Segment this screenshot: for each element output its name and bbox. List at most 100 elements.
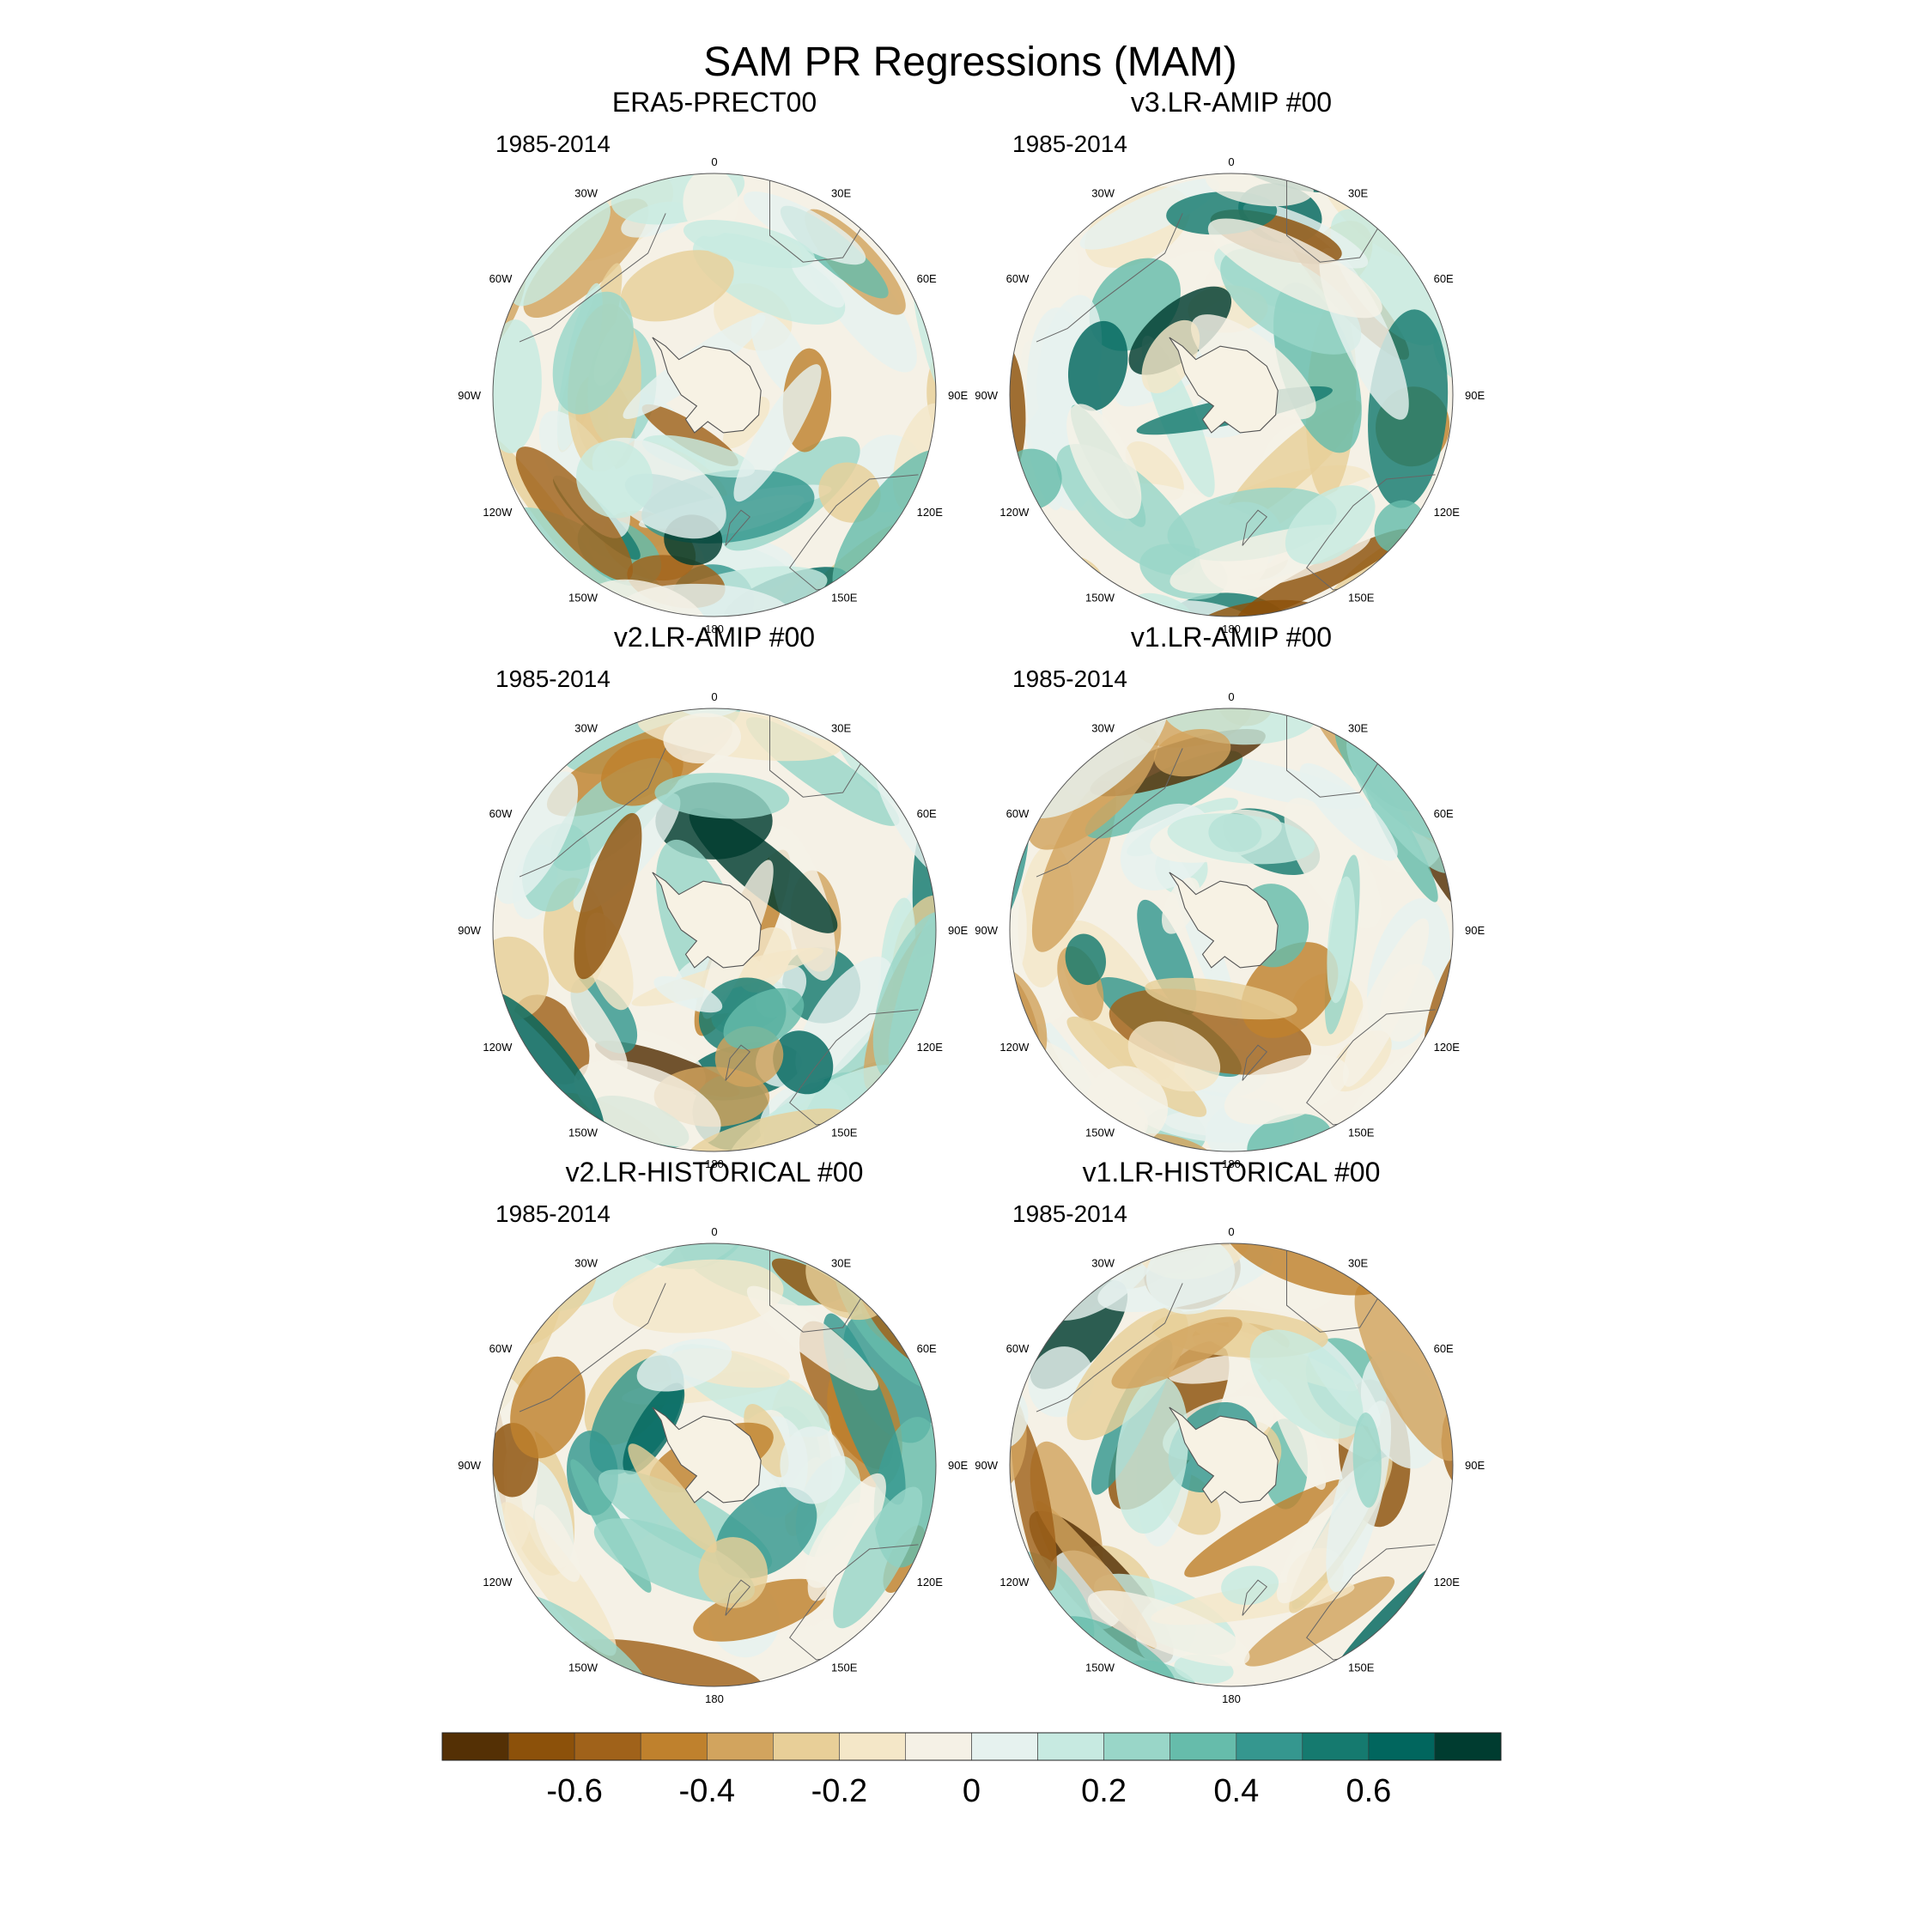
- colorbar-tick-label: 0.4: [1213, 1773, 1259, 1809]
- panel-6: v1.LR-HISTORICAL #00 1985-2014 0 30E 60E 90E 1…: [975, 1157, 1485, 1705]
- longitude-label: 60W: [1006, 807, 1030, 820]
- map-border: [1009, 1242, 1454, 1687]
- longitude-label: 30W: [1091, 721, 1115, 734]
- map-border: [492, 173, 937, 617]
- colorbar-swatch: [1434, 1732, 1502, 1761]
- panel-title: v1.LR-AMIP #00: [1131, 622, 1332, 653]
- colorbar-swatch: [441, 1732, 509, 1761]
- map-border: [492, 1242, 937, 1687]
- longitude-label: 180: [705, 623, 724, 635]
- panel-period-label: 1985-2014: [1012, 131, 1127, 157]
- longitude-label: 90W: [458, 924, 481, 937]
- coastlines: [1036, 178, 1436, 591]
- longitude-label: 90W: [458, 389, 481, 402]
- colorbar-swatch: [1037, 1732, 1104, 1761]
- panel-title: ERA5-PRECT00: [612, 87, 817, 118]
- regression-field: [493, 708, 936, 1151]
- regression-field: [1010, 1243, 1453, 1686]
- longitude-label: 30W: [574, 1256, 598, 1269]
- panel-period-label: 1985-2014: [495, 665, 611, 692]
- longitude-label: 90W: [975, 389, 998, 402]
- longitude-label: 60W: [1006, 1342, 1030, 1355]
- figure-title: SAM PR Regressions (MAM): [703, 39, 1236, 85]
- longitude-label: 0: [1228, 1225, 1234, 1238]
- longitude-label: 120E: [917, 506, 944, 519]
- longitude-label: 90E: [1465, 924, 1485, 937]
- panel-period-label: 1985-2014: [495, 1200, 611, 1227]
- colorbar-tick-label: -0.4: [679, 1773, 735, 1809]
- longitude-label: 30E: [831, 186, 851, 199]
- longitude-label: 180: [1222, 1157, 1241, 1170]
- panel-title: v2.LR-AMIP #00: [614, 622, 815, 653]
- longitude-label: 150E: [831, 592, 858, 605]
- longitude-label: 120W: [483, 506, 513, 519]
- colorbar: -0.6 -0.4 -0.2 0 0.2 0.4 0.6: [441, 1732, 1502, 1809]
- longitude-label: 60W: [489, 1342, 513, 1355]
- longitude-label: 120E: [917, 1576, 944, 1589]
- longitude-label: 150W: [1085, 592, 1115, 605]
- longitude-label: 120W: [483, 1041, 513, 1054]
- colorbar-frame: [441, 1732, 1502, 1761]
- coastlines: [1036, 1248, 1436, 1661]
- map-border: [1009, 173, 1454, 617]
- longitude-label: 150W: [568, 1127, 598, 1139]
- longitude-label: 90E: [948, 389, 968, 402]
- regression-field: [493, 173, 936, 617]
- panel-5: v2.LR-HISTORICAL #00 1985-2014 0 30E 60E 90E 1…: [458, 1157, 968, 1705]
- longitude-label: 60E: [1434, 807, 1454, 820]
- longitude-label: 30E: [831, 1256, 851, 1269]
- longitude-label: 90E: [1465, 1459, 1485, 1472]
- longitude-label: 150E: [1348, 592, 1375, 605]
- colorbar-swatch: [1368, 1732, 1436, 1761]
- colorbar-swatch: [706, 1732, 774, 1761]
- longitude-label: 120E: [1434, 1041, 1461, 1054]
- colorbar-tick-label: 0.2: [1081, 1773, 1127, 1809]
- panel-title: v2.LR-HISTORICAL #00: [566, 1157, 864, 1188]
- longitude-label: 0: [1228, 690, 1234, 703]
- coastlines: [519, 1248, 919, 1661]
- colorbar-swatch: [1103, 1732, 1170, 1761]
- longitude-label: 120W: [999, 506, 1030, 519]
- longitude-label: 60E: [917, 1342, 937, 1355]
- panels-grid: ERA5-PRECT001985-2014030E60E90E120E150E1…: [458, 87, 1485, 1705]
- longitude-label: 150E: [831, 1127, 858, 1139]
- longitude-label: 0: [711, 1225, 717, 1238]
- longitude-label: 60W: [489, 807, 513, 820]
- longitude-label: 120W: [999, 1576, 1030, 1589]
- colorbar-swatch: [1302, 1732, 1370, 1761]
- longitude-label: 150W: [568, 592, 598, 605]
- coastlines: [519, 713, 919, 1126]
- longitude-label: 150W: [1085, 1127, 1115, 1139]
- colorbar-tick-label: -0.2: [811, 1773, 867, 1809]
- colorbar-swatch: [772, 1732, 840, 1761]
- longitude-label: 0: [1228, 155, 1234, 168]
- longitude-label: 30E: [1348, 186, 1368, 199]
- longitude-label: 120W: [999, 1041, 1030, 1054]
- longitude-label: 150E: [1348, 1127, 1375, 1139]
- colorbar-tick-label: 0.6: [1346, 1773, 1391, 1809]
- longitude-label: 150W: [1085, 1662, 1115, 1674]
- longitude-label: 180: [1222, 1692, 1241, 1705]
- colorbar-tick-label: -0.6: [546, 1773, 602, 1809]
- longitude-label: 90W: [975, 1459, 998, 1472]
- longitude-label: 60E: [1434, 272, 1454, 285]
- panel-period-label: 1985-2014: [1012, 665, 1127, 692]
- colorbar-tick-label: 0: [963, 1773, 981, 1809]
- panel-period-label: 1985-2014: [495, 131, 611, 157]
- longitude-label: 150E: [1348, 1662, 1375, 1674]
- longitude-label: 90W: [458, 1459, 481, 1472]
- colorbar-swatch: [839, 1732, 906, 1761]
- longitude-label: 120E: [1434, 506, 1461, 519]
- longitude-label: 120E: [917, 1041, 944, 1054]
- longitude-label: 180: [1222, 623, 1241, 635]
- longitude-label: 60W: [1006, 272, 1030, 285]
- map-border: [1009, 708, 1454, 1152]
- longitude-label: 30W: [1091, 1256, 1115, 1269]
- longitude-label: 30E: [1348, 1256, 1368, 1269]
- colorbar-swatch: [640, 1732, 708, 1761]
- longitude-label: 30E: [831, 721, 851, 734]
